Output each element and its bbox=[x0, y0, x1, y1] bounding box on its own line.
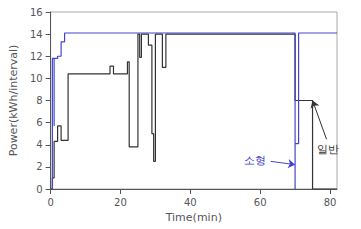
svg-text:60: 60 bbox=[254, 197, 267, 208]
svg-text:40: 40 bbox=[184, 197, 197, 208]
svg-text:일반: 일반 bbox=[317, 143, 339, 156]
svg-text:소형: 소형 bbox=[244, 154, 266, 167]
svg-text:14: 14 bbox=[30, 29, 43, 40]
svg-text:8: 8 bbox=[36, 95, 42, 106]
svg-text:20: 20 bbox=[114, 197, 127, 208]
svg-text:10: 10 bbox=[30, 73, 43, 84]
svg-text:4: 4 bbox=[36, 139, 42, 150]
svg-text:Time(min): Time(min) bbox=[165, 211, 222, 224]
svg-text:6: 6 bbox=[36, 117, 42, 128]
svg-text:80: 80 bbox=[324, 197, 337, 208]
svg-text:12: 12 bbox=[30, 51, 43, 62]
svg-text:16: 16 bbox=[30, 7, 43, 18]
svg-text:0: 0 bbox=[36, 184, 42, 195]
svg-text:0: 0 bbox=[47, 197, 53, 208]
svg-text:2: 2 bbox=[36, 161, 42, 172]
svg-text:Power(kWh/interval): Power(kWh/interval) bbox=[7, 45, 20, 157]
